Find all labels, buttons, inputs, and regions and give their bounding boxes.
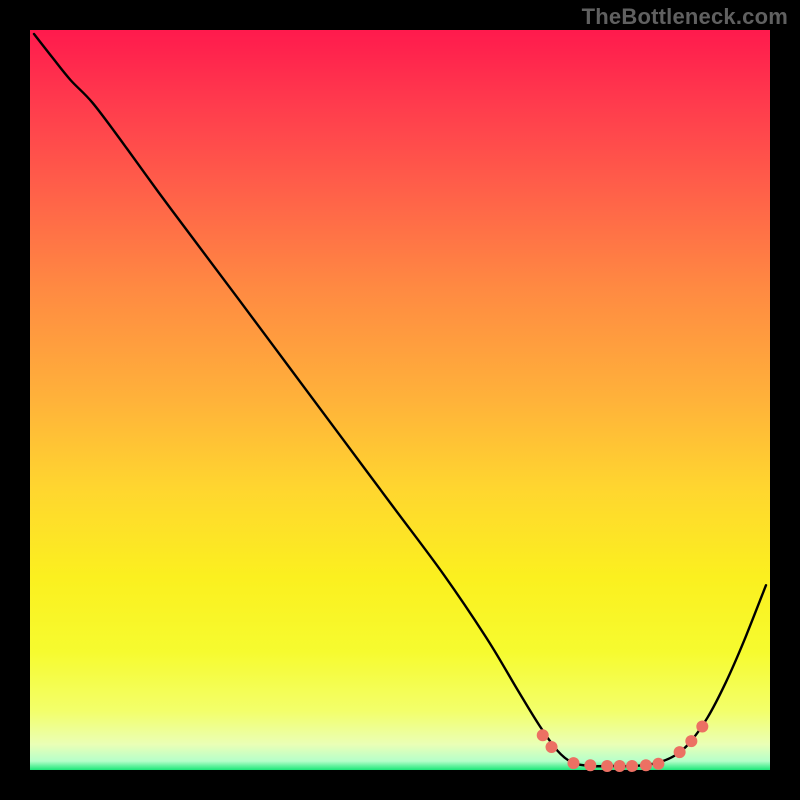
marker-dot — [537, 729, 549, 741]
bottleneck-chart-svg — [0, 0, 800, 800]
chart-stage: TheBottleneck.com — [0, 0, 800, 800]
marker-dot — [674, 746, 686, 758]
marker-dot — [584, 759, 596, 771]
marker-dot — [685, 735, 697, 747]
marker-dot — [640, 759, 652, 771]
gradient-plot-background — [30, 30, 770, 770]
marker-dot — [652, 758, 664, 770]
marker-dot — [546, 741, 558, 753]
marker-dot — [696, 720, 708, 732]
marker-dot — [567, 757, 579, 769]
marker-dot — [626, 760, 638, 772]
marker-dot — [614, 760, 626, 772]
marker-dot — [601, 760, 613, 772]
